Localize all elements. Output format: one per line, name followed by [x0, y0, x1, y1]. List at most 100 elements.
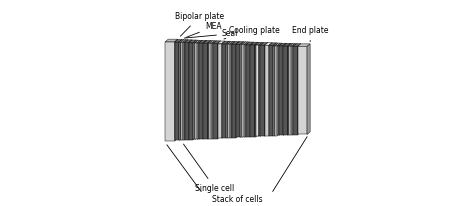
- Polygon shape: [179, 40, 182, 140]
- Polygon shape: [250, 42, 258, 45]
- Polygon shape: [232, 44, 236, 138]
- Polygon shape: [264, 43, 272, 45]
- Polygon shape: [195, 43, 197, 139]
- Polygon shape: [255, 45, 256, 137]
- Polygon shape: [260, 45, 264, 136]
- Polygon shape: [226, 41, 231, 44]
- Polygon shape: [273, 46, 275, 136]
- Polygon shape: [181, 42, 183, 140]
- Text: Seal: Seal: [184, 29, 238, 38]
- Polygon shape: [279, 43, 286, 46]
- Polygon shape: [210, 43, 211, 139]
- Polygon shape: [275, 43, 278, 136]
- Polygon shape: [275, 46, 277, 136]
- Polygon shape: [211, 41, 216, 43]
- Polygon shape: [260, 42, 264, 136]
- Polygon shape: [275, 43, 280, 46]
- Polygon shape: [211, 43, 213, 139]
- Text: MEA: MEA: [186, 22, 221, 37]
- Polygon shape: [210, 41, 212, 139]
- Polygon shape: [298, 44, 301, 135]
- Polygon shape: [289, 44, 294, 46]
- Polygon shape: [203, 43, 208, 139]
- Polygon shape: [292, 46, 293, 135]
- Polygon shape: [197, 40, 201, 139]
- Polygon shape: [250, 42, 254, 137]
- Text: Single cell: Single cell: [183, 144, 235, 193]
- Polygon shape: [256, 45, 259, 136]
- Polygon shape: [208, 43, 210, 139]
- Polygon shape: [218, 41, 220, 138]
- Polygon shape: [279, 46, 283, 135]
- Polygon shape: [230, 41, 235, 44]
- Polygon shape: [228, 41, 233, 44]
- Polygon shape: [273, 43, 278, 46]
- Polygon shape: [175, 42, 179, 140]
- Polygon shape: [185, 40, 192, 42]
- Polygon shape: [189, 40, 192, 140]
- Polygon shape: [189, 40, 196, 43]
- Polygon shape: [288, 46, 289, 135]
- Polygon shape: [292, 44, 294, 135]
- Polygon shape: [256, 42, 260, 137]
- Polygon shape: [277, 46, 279, 135]
- Polygon shape: [256, 42, 262, 45]
- Polygon shape: [208, 41, 212, 43]
- Polygon shape: [222, 41, 225, 138]
- Polygon shape: [222, 41, 229, 44]
- Polygon shape: [298, 46, 307, 135]
- Polygon shape: [273, 43, 276, 136]
- Text: Cooling plate: Cooling plate: [224, 26, 280, 39]
- Polygon shape: [269, 45, 273, 136]
- Polygon shape: [213, 41, 220, 43]
- Polygon shape: [293, 44, 301, 46]
- Polygon shape: [260, 43, 268, 45]
- Polygon shape: [236, 42, 239, 138]
- Polygon shape: [288, 43, 291, 135]
- Polygon shape: [193, 43, 195, 139]
- Text: Stack of cells: Stack of cells: [212, 195, 262, 204]
- Polygon shape: [197, 43, 199, 139]
- Polygon shape: [183, 40, 186, 140]
- Polygon shape: [213, 41, 216, 139]
- Polygon shape: [181, 40, 184, 140]
- Polygon shape: [269, 43, 276, 45]
- Polygon shape: [240, 42, 245, 44]
- Polygon shape: [232, 42, 239, 44]
- Polygon shape: [246, 42, 254, 44]
- Polygon shape: [242, 42, 247, 44]
- Polygon shape: [199, 40, 202, 139]
- Polygon shape: [230, 44, 232, 138]
- Polygon shape: [175, 40, 182, 42]
- Polygon shape: [288, 43, 292, 46]
- Polygon shape: [175, 39, 178, 141]
- Polygon shape: [255, 42, 258, 137]
- Polygon shape: [185, 42, 189, 140]
- Polygon shape: [165, 42, 175, 141]
- Polygon shape: [269, 43, 272, 136]
- Polygon shape: [236, 44, 240, 137]
- Polygon shape: [298, 44, 310, 46]
- Polygon shape: [226, 44, 228, 138]
- Polygon shape: [199, 43, 203, 139]
- Polygon shape: [246, 44, 250, 137]
- Polygon shape: [179, 40, 184, 42]
- Polygon shape: [183, 40, 188, 42]
- Polygon shape: [264, 43, 268, 136]
- Polygon shape: [236, 42, 244, 44]
- Polygon shape: [292, 44, 296, 46]
- Polygon shape: [199, 40, 206, 43]
- Polygon shape: [226, 41, 229, 138]
- Polygon shape: [307, 44, 310, 135]
- Polygon shape: [277, 43, 282, 46]
- Polygon shape: [293, 46, 298, 135]
- Polygon shape: [208, 41, 210, 139]
- Polygon shape: [193, 40, 198, 43]
- Polygon shape: [228, 44, 230, 138]
- Polygon shape: [245, 42, 247, 137]
- Text: Bipolar plate: Bipolar plate: [175, 12, 224, 36]
- Polygon shape: [179, 42, 181, 140]
- Polygon shape: [240, 42, 244, 137]
- Polygon shape: [218, 41, 225, 44]
- Polygon shape: [240, 44, 242, 137]
